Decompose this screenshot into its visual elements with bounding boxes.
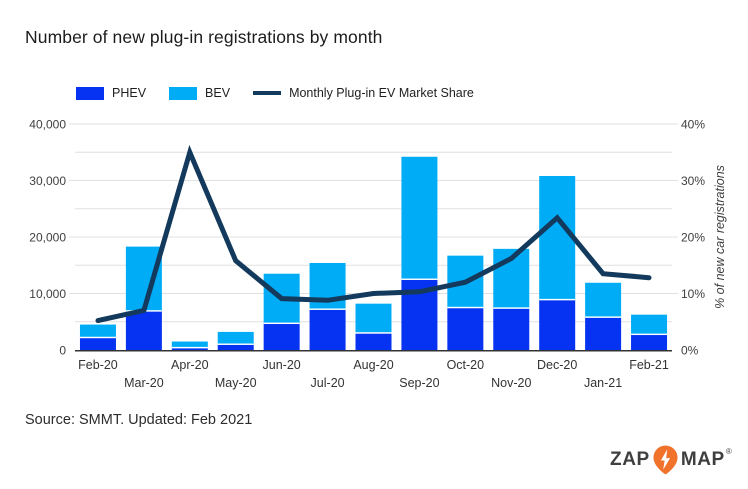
legend-bev-label: BEV xyxy=(205,86,231,100)
legend-item-market-share: Monthly Plug-in EV Market Share xyxy=(253,86,474,100)
x-axis-month-label: Nov-20 xyxy=(491,376,531,390)
bar-segment-bev xyxy=(79,324,116,339)
bar-segment-bev xyxy=(631,314,668,336)
bar-segment-divider xyxy=(539,298,576,301)
legend-market-share-label: Monthly Plug-in EV Market Share xyxy=(289,86,474,100)
bar-segment-phev xyxy=(539,300,576,350)
bar-segment-phev xyxy=(585,317,622,350)
registrations-chart-svg: 0 10,000 20,000 30,000 40,000 0% 10% 20% 30% 40% F… xyxy=(29,118,727,391)
logo-map-text: MAP xyxy=(680,449,725,470)
right-axis-tick-label: 30% xyxy=(681,174,705,188)
right-axis-title: % of new car registrations xyxy=(713,165,727,309)
bar-segment-divider xyxy=(447,306,484,309)
right-axis-tick-label: 0% xyxy=(681,344,699,358)
x-axis-month-label: Feb-20 xyxy=(78,358,118,372)
x-axis-month-label: Aug-20 xyxy=(353,358,393,372)
bar-segment-phev xyxy=(355,333,392,350)
bev-swatch-icon xyxy=(169,86,198,100)
x-axis-month-label: Dec-20 xyxy=(537,358,577,372)
bar-segment-phev xyxy=(447,308,484,350)
bar-segment-divider xyxy=(401,278,438,280)
left-axis-tick-label: 0 xyxy=(59,344,66,358)
left-axis-tick-label: 20,000 xyxy=(29,231,66,245)
market-share-line xyxy=(95,144,652,324)
legend-phev-label: PHEV xyxy=(112,86,147,100)
x-axis-month-label: Sep-20 xyxy=(399,376,439,390)
bar-segment-divider xyxy=(217,343,254,345)
bar-segment-bev xyxy=(539,175,576,301)
bar-segment-divider xyxy=(79,336,116,339)
chart-title: Number of new plug-in registrations by m… xyxy=(25,27,383,47)
x-axis-month-label: Apr-20 xyxy=(171,358,209,372)
market-share-line-swatch-icon xyxy=(253,90,282,96)
x-axis-month-label: Jul-20 xyxy=(311,376,345,390)
phev-swatch-icon xyxy=(76,86,104,100)
bar-segment-divider xyxy=(493,307,530,309)
bar-segment-phev xyxy=(125,311,162,350)
bar-segment-divider xyxy=(309,308,346,310)
x-axis-month-label: Jun-20 xyxy=(263,358,301,372)
bar-segment-phev xyxy=(309,309,346,350)
bar-segment-bev xyxy=(125,246,162,312)
source-note: Source: SMMT. Updated: Feb 2021 xyxy=(25,412,253,428)
zapmap-logo: ZAP MAP ® xyxy=(610,445,732,475)
bar-segment-phev xyxy=(263,324,300,350)
right-axis-tick-label: 40% xyxy=(681,118,705,132)
bar-segment-divider xyxy=(585,316,622,318)
logo-zap-text: ZAP xyxy=(610,449,650,470)
x-axis-month-label: May-20 xyxy=(215,376,257,390)
chart-legend: PHEV BEV Monthly Plug-in EV Market Share xyxy=(76,86,497,100)
registered-trademark-icon: ® xyxy=(725,447,732,456)
bar-segment-bev xyxy=(585,282,622,318)
left-axis-tick-label: 40,000 xyxy=(29,118,66,132)
legend-item-bev: BEV xyxy=(169,86,230,100)
x-axis-month-label: Mar-20 xyxy=(124,376,164,390)
x-axis-month-label: Feb-21 xyxy=(629,358,669,372)
bar-segment-phev xyxy=(217,344,254,350)
plot-area: 0 10,000 20,000 30,000 40,000 0% 10% 20% 30% 40% F… xyxy=(0,110,748,410)
left-axis-tick-label: 10,000 xyxy=(29,287,66,301)
bar-segment-bev xyxy=(355,303,392,334)
right-axis-tick-label: 10% xyxy=(681,287,705,301)
bar-segment-divider xyxy=(355,332,392,334)
bar-segment-phev xyxy=(493,308,530,350)
right-axis-tick-label: 20% xyxy=(681,231,705,245)
left-axis-tick-label: 30,000 xyxy=(29,174,66,188)
x-axis-month-label: Jan-21 xyxy=(584,376,622,390)
bar-segment-divider xyxy=(631,333,668,336)
bar-segment-bev xyxy=(171,341,208,349)
bar-segment-bev xyxy=(217,331,254,345)
map-pin-lightning-icon xyxy=(653,445,678,475)
bar-segment-phev xyxy=(631,335,668,350)
x-axis-month-label: Oct-20 xyxy=(447,358,485,372)
bar-segment-bev xyxy=(309,262,346,310)
bar-segment-phev xyxy=(79,338,116,350)
bar-segment-divider xyxy=(263,322,300,325)
bar-segment-divider xyxy=(171,346,208,349)
bar-segment-phev xyxy=(171,348,208,350)
legend-item-phev: PHEV xyxy=(76,86,146,100)
bar-segment-bev xyxy=(401,156,438,280)
